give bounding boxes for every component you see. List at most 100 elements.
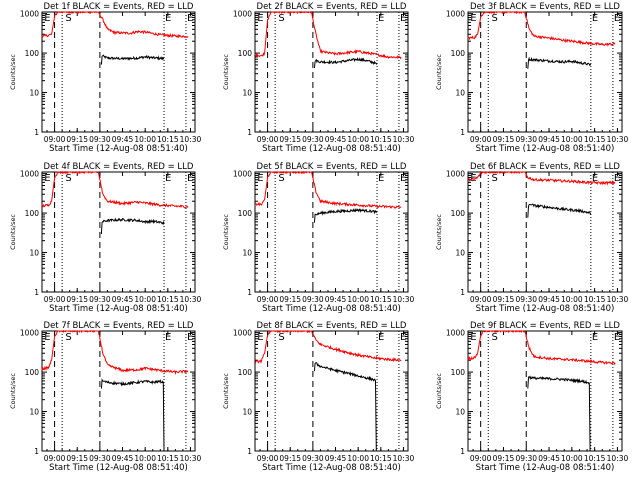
- lld-series-line: [467, 171, 616, 186]
- y-tick-label: 10: [455, 249, 465, 258]
- x-tick-label: 10:15: [584, 135, 606, 144]
- x-tick-label: 10:30: [607, 295, 629, 304]
- interval-marker: E: [470, 13, 476, 24]
- events-series-line: [313, 362, 377, 452]
- interval-marker: E: [614, 13, 620, 24]
- x-axis-label: Start Time (12-Aug-08 08:51:40): [476, 304, 615, 314]
- y-tick-label: 1: [247, 288, 252, 297]
- y-tick-label: 10: [29, 408, 39, 417]
- x-tick-label: 09:00: [44, 135, 66, 144]
- plot-frame: [41, 330, 196, 452]
- interval-marker: E: [378, 13, 384, 24]
- events-series-line: [313, 207, 378, 223]
- x-axis-label: Start Time (12-Aug-08 08:51:40): [476, 463, 615, 473]
- y-tick-label: 1: [34, 447, 39, 456]
- x-tick-label: 09:00: [257, 295, 279, 304]
- interval-marker: E: [470, 332, 476, 343]
- lld-series-line: [254, 10, 402, 60]
- y-axis-label: Counts/sec: [435, 54, 443, 90]
- lld-series-line: [467, 11, 616, 48]
- interval-marker: E: [187, 332, 193, 343]
- y-tick-label: 10: [29, 249, 39, 258]
- x-tick-label: 09:15: [66, 454, 88, 463]
- x-tick-label: 09:00: [257, 454, 279, 463]
- events-series-line: [527, 56, 592, 69]
- interval-marker: S: [492, 332, 498, 343]
- y-tick-label: 1000: [20, 170, 39, 179]
- x-axis-label: Start Time (12-Aug-08 08:51:40): [49, 144, 188, 154]
- y-axis-label: Counts/sec: [435, 214, 443, 250]
- events-series-line: [527, 375, 591, 452]
- x-tick-label: 09:30: [302, 135, 324, 144]
- x-tick-label: 10:30: [180, 135, 202, 144]
- panel-title: Det 2f BLACK = Events, RED = LLD: [257, 2, 407, 12]
- interval-marker: E: [257, 13, 263, 24]
- x-tick-label: 10:00: [561, 135, 583, 144]
- x-tick-label: 09:15: [493, 295, 515, 304]
- interval-marker: E: [400, 173, 406, 184]
- x-tick-label: 09:15: [279, 454, 301, 463]
- x-tick-label: 09:45: [325, 135, 347, 144]
- x-tick-label: 09:30: [515, 135, 537, 144]
- x-tick-label: 09:30: [515, 295, 537, 304]
- x-tick-label: 09:30: [515, 454, 537, 463]
- interval-marker: E: [187, 173, 193, 184]
- y-axis-label: Counts/sec: [222, 54, 230, 90]
- events-series-line: [100, 54, 165, 65]
- y-axis-label: Counts/sec: [9, 373, 17, 409]
- x-tick-label: 09:45: [112, 135, 134, 144]
- lld-series-line: [41, 10, 189, 39]
- x-tick-label: 09:00: [44, 295, 66, 304]
- interval-marker: E: [187, 13, 193, 24]
- x-tick-label: 09:15: [66, 295, 88, 304]
- y-tick-label: 10: [29, 89, 39, 98]
- y-tick-label: 1: [247, 447, 252, 456]
- x-axis-label: Start Time (12-Aug-08 08:51:40): [262, 463, 401, 473]
- events-series-line: [313, 57, 378, 69]
- plot-frame: [467, 330, 623, 452]
- y-axis-label: Counts/sec: [222, 373, 230, 409]
- y-tick-label: 1000: [446, 329, 465, 338]
- interval-marker: E: [165, 332, 171, 343]
- x-tick-label: 09:15: [279, 135, 301, 144]
- x-tick-label: 09:45: [538, 454, 560, 463]
- x-axis-label: Start Time (12-Aug-08 08:51:40): [262, 144, 401, 154]
- plot-frame: [41, 171, 196, 293]
- x-tick-label: 10:30: [393, 295, 415, 304]
- y-axis-label: Counts/sec: [222, 214, 230, 250]
- x-tick-label: 09:45: [538, 135, 560, 144]
- y-tick-label: 1000: [233, 170, 252, 179]
- x-tick-label: 09:15: [66, 135, 88, 144]
- y-tick-label: 100: [451, 49, 466, 58]
- lld-series-line: [41, 330, 189, 376]
- x-tick-label: 09:00: [257, 135, 279, 144]
- x-tick-label: 10:15: [157, 295, 179, 304]
- x-tick-label: 10:00: [347, 135, 369, 144]
- y-tick-label: 10: [242, 249, 252, 258]
- interval-marker: S: [278, 332, 284, 343]
- panel-title: Det 3f BLACK = Events, RED = LLD: [470, 2, 620, 12]
- plot-frame: [41, 11, 196, 133]
- x-tick-label: 09:15: [493, 454, 515, 463]
- y-tick-label: 1: [460, 288, 465, 297]
- interval-marker: E: [592, 173, 598, 184]
- x-tick-label: 09:45: [112, 454, 134, 463]
- interval-marker: E: [614, 173, 620, 184]
- panel-title: Det 5f BLACK = Events, RED = LLD: [257, 162, 407, 172]
- x-tick-label: 10:30: [180, 454, 202, 463]
- x-tick-label: 10:30: [607, 454, 629, 463]
- x-tick-label: 09:30: [89, 135, 111, 144]
- x-tick-label: 09:45: [112, 295, 134, 304]
- x-tick-label: 10:15: [370, 295, 392, 304]
- panel-title: Det 9f BLACK = Events, RED = LLD: [470, 321, 620, 331]
- x-tick-label: 10:15: [584, 454, 606, 463]
- plot-frame: [254, 11, 409, 133]
- y-tick-label: 1: [34, 288, 39, 297]
- x-tick-label: 09:15: [493, 135, 515, 144]
- x-tick-label: 10:15: [157, 135, 179, 144]
